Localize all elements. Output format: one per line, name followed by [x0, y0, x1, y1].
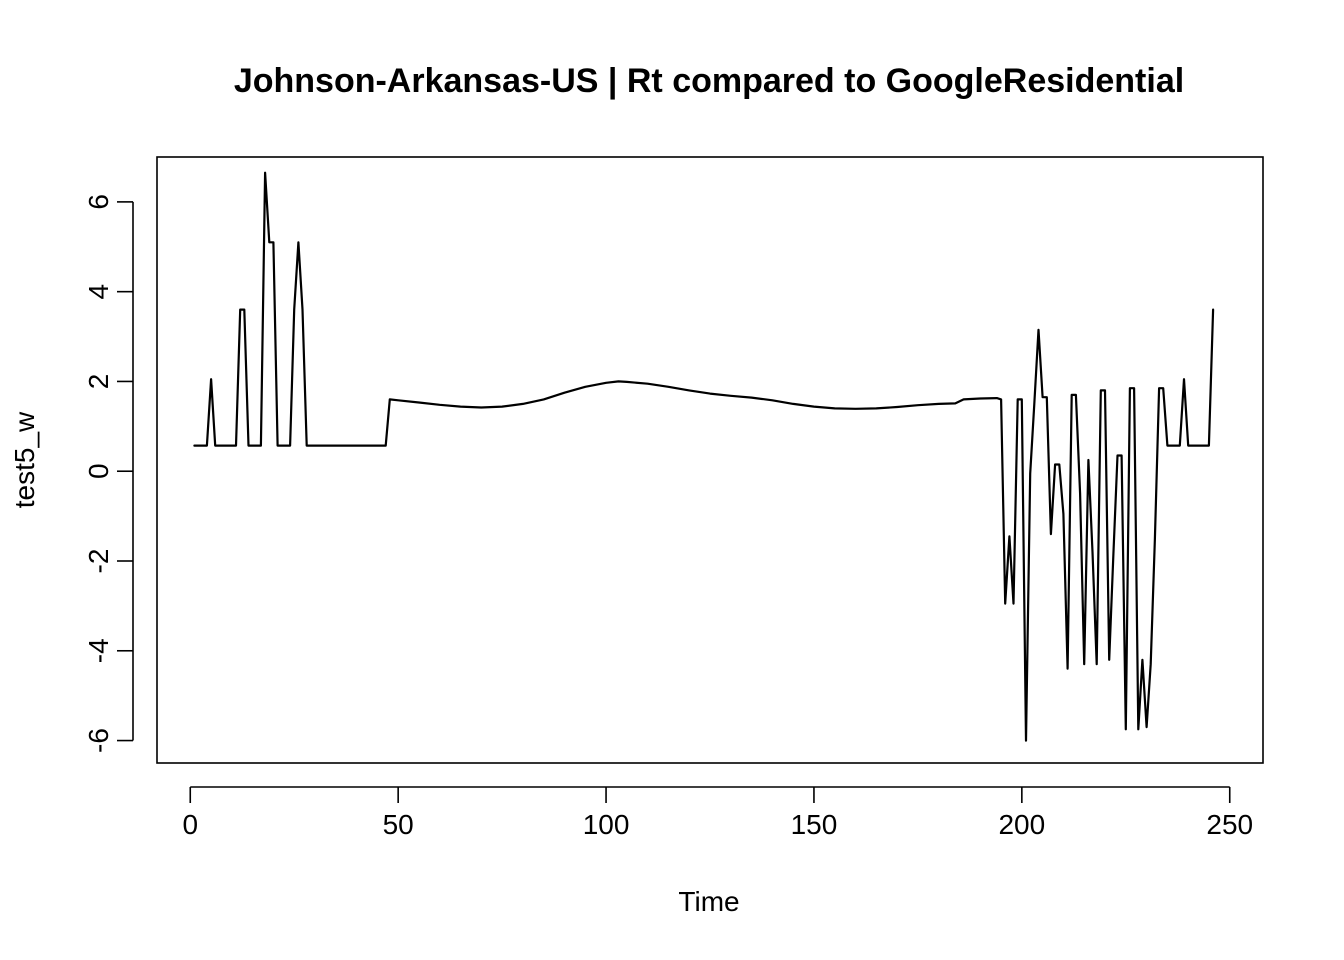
x-axis: 0 50 100 150 200 250 — [182, 786, 1253, 840]
x-tick-label: 100 — [583, 809, 630, 840]
x-tick-label: 150 — [791, 809, 838, 840]
x-tick-label: 250 — [1206, 809, 1253, 840]
y-axis: -6 -4 -2 0 2 4 6 — [83, 194, 134, 753]
y-tick-label: 2 — [83, 374, 114, 390]
x-tick-label: 0 — [182, 809, 198, 840]
y-tick-label: -6 — [83, 728, 114, 753]
y-tick-label: 6 — [83, 194, 114, 210]
x-tick-label: 50 — [383, 809, 414, 840]
x-tick-label: 200 — [998, 809, 1045, 840]
y-tick-label: -2 — [83, 549, 114, 574]
chart-title: Johnson-Arkansas-US | Rt compared to Goo… — [234, 62, 1184, 100]
x-axis-label: Time — [678, 886, 739, 917]
y-tick-label: -4 — [83, 638, 114, 663]
y-tick-label: 0 — [83, 463, 114, 479]
y-tick-label: 4 — [83, 284, 114, 300]
plot-frame — [156, 156, 1264, 764]
y-axis-label: test5_w — [9, 411, 40, 508]
series-line — [193, 171, 1215, 742]
